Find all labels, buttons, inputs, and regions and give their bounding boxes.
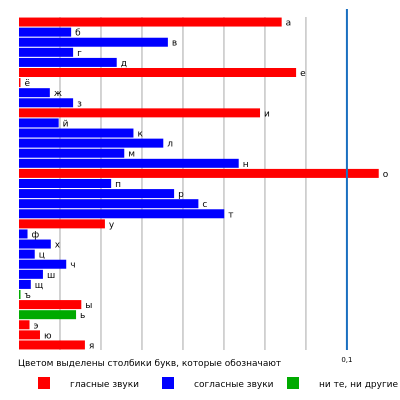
bar-ь [19, 310, 77, 320]
bar-г [19, 47, 74, 57]
bar-label-й: й [63, 119, 69, 129]
bar-label-с: с [202, 200, 207, 210]
bar-label-у: у [109, 220, 115, 230]
bar-д [19, 57, 117, 67]
bar-label-щ: щ [35, 281, 44, 291]
bar-label-о: о [383, 170, 389, 180]
bar-label-п: п [115, 180, 121, 190]
bar-е [19, 68, 297, 77]
category-labels: а б в г д е ё ж з и й к л м н о п р с т у ф хц ч шщъ ыь эю я [25, 19, 389, 352]
bar-р [19, 189, 175, 199]
bar-й [19, 118, 59, 128]
bar-б [19, 27, 72, 37]
bar-label-ё: ё [25, 79, 31, 89]
bar-label-ч: ч [70, 261, 75, 271]
bar-ы [19, 300, 82, 310]
bar-м [19, 148, 125, 158]
bar-label-б: б [75, 29, 81, 39]
bar-label-е: е [300, 69, 306, 79]
bar-label-э: э [33, 321, 38, 331]
legend-swatch-consonant [162, 377, 174, 389]
bar-ж [19, 88, 50, 98]
chart-caption: Цветом выделены столбики букв, которые о… [18, 359, 281, 369]
bar-п [19, 179, 112, 188]
bar-ф [19, 229, 28, 239]
bar-т [19, 209, 225, 219]
legend: гласные звуки согласные звуки ни те, ни др… [38, 377, 399, 390]
bar-х [19, 239, 51, 249]
bar-ш [19, 269, 43, 279]
bar-н [19, 158, 239, 168]
bars [19, 17, 379, 350]
bar-л [19, 138, 164, 148]
bar-label-м: м [128, 150, 135, 160]
bar-я [19, 340, 85, 350]
bar-label-н: н [243, 160, 249, 170]
legend-label-consonant: согласные звуки [194, 380, 274, 390]
x-tick-label: 0,1 [341, 356, 352, 364]
bar-label-ш: ш [47, 271, 55, 281]
bar-у [19, 219, 105, 229]
bar-label-я: я [89, 341, 94, 351]
bar-label-ж: ж [54, 89, 62, 99]
bar-label-г: г [77, 49, 82, 59]
legend-label-other: ни те, ни другие [319, 380, 399, 390]
bar-щ [19, 279, 31, 289]
bar-label-ф: ф [32, 230, 40, 240]
bar-label-ю: ю [44, 331, 52, 341]
bar-label-в: в [172, 39, 177, 49]
legend-label-vowel: гласные звуки [70, 380, 139, 390]
bar-label-к: к [137, 130, 143, 140]
bar-ъ [19, 290, 21, 299]
bar-label-ц: ц [39, 251, 45, 261]
bar-ц [19, 249, 35, 259]
bar-ч [19, 259, 67, 269]
bar-label-а: а [286, 19, 292, 29]
bar-ю [19, 330, 40, 340]
bar-ё [19, 78, 21, 88]
bar-label-т: т [228, 210, 233, 220]
bar-label-ъ: ъ [25, 291, 31, 301]
bar-label-и: и [264, 109, 270, 119]
bar-а [19, 17, 282, 27]
bar-label-з: з [77, 99, 82, 109]
bar-label-л: л [167, 140, 173, 150]
bar-и [19, 108, 261, 118]
legend-swatch-vowel [38, 377, 50, 389]
bar-с [19, 199, 199, 209]
bar-о [19, 168, 379, 178]
legend-swatch-other [287, 377, 299, 389]
bar-label-ь: ь [80, 311, 85, 321]
bar-э [19, 320, 30, 330]
bar-з [19, 98, 74, 108]
bar-label-ы: ы [85, 301, 92, 311]
bar-label-р: р [178, 190, 184, 200]
bar-к [19, 128, 134, 138]
bar-label-д: д [121, 59, 127, 69]
bar-в [19, 37, 168, 47]
bar-label-х: х [55, 241, 61, 251]
